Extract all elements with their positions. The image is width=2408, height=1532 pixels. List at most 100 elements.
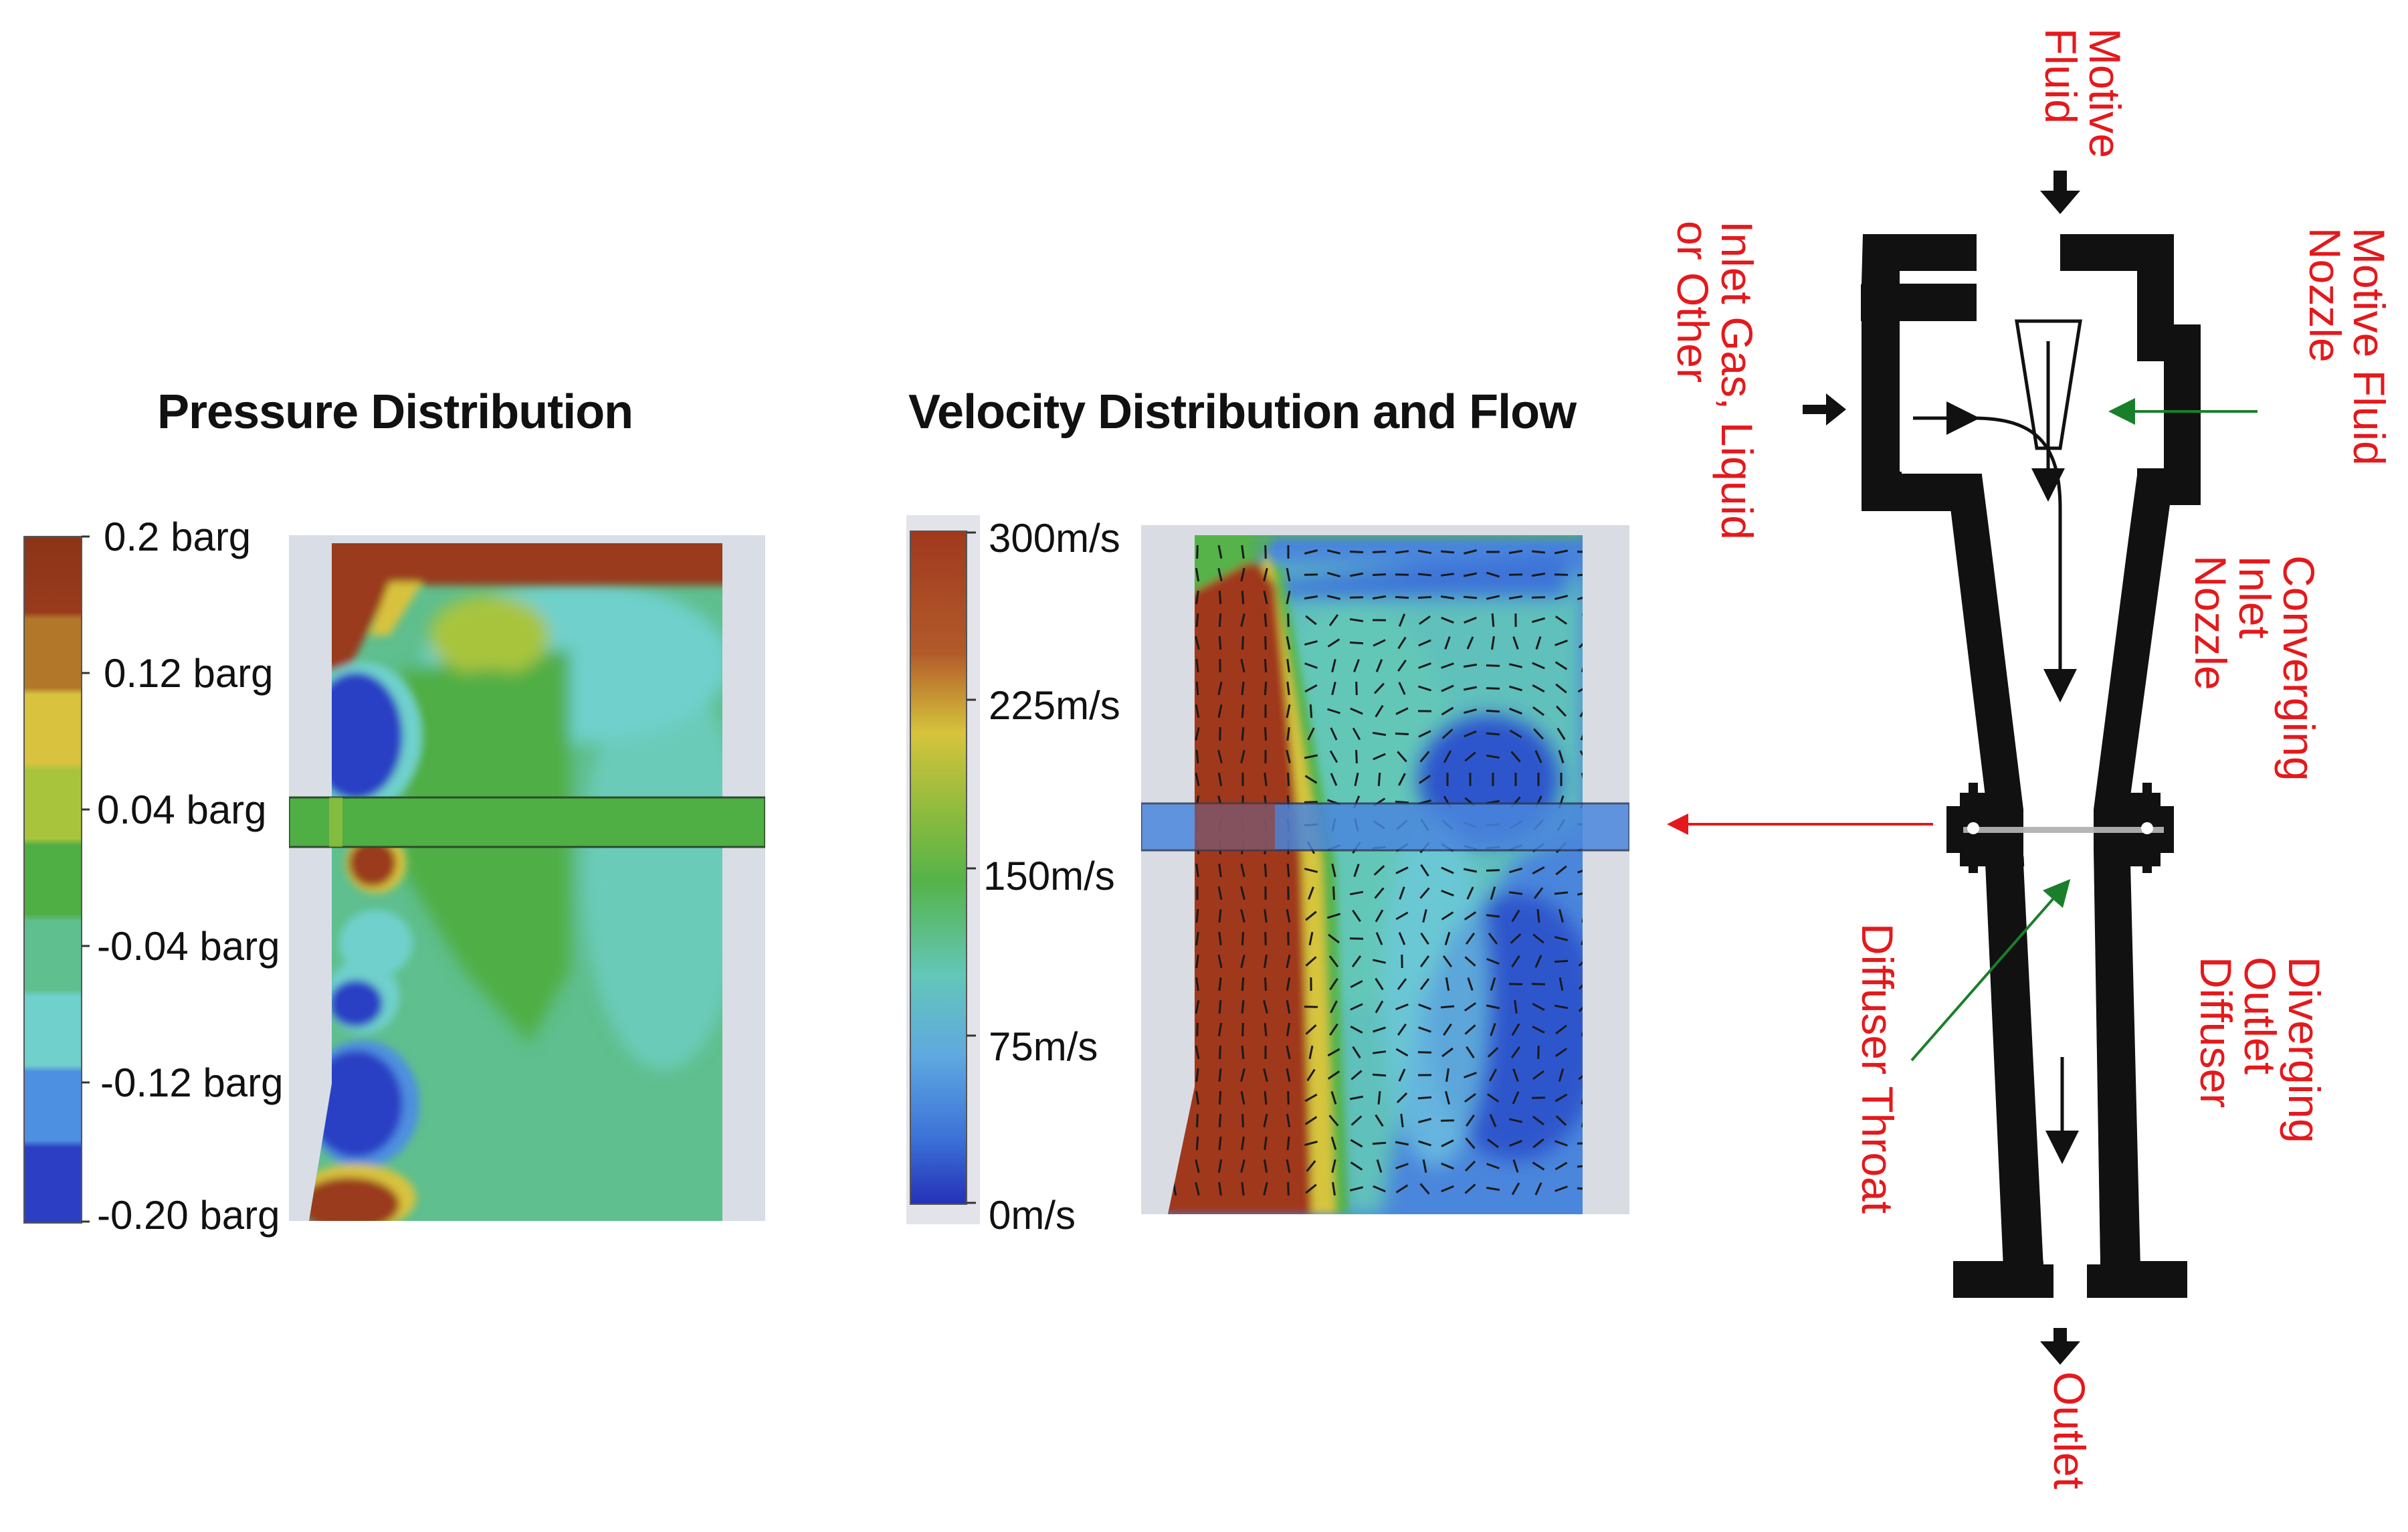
flow-vector bbox=[1532, 1026, 1545, 1034]
flow-vector bbox=[1217, 567, 1223, 582]
flow-vector bbox=[1308, 886, 1314, 900]
flow-vector bbox=[1372, 1050, 1387, 1054]
flow-vector bbox=[1332, 1181, 1336, 1196]
flow-vector bbox=[1241, 1136, 1245, 1151]
flow-vector bbox=[1441, 662, 1454, 669]
flow-vector bbox=[1286, 636, 1291, 650]
flow-vector bbox=[1195, 681, 1199, 696]
flow-vector bbox=[1305, 1183, 1317, 1194]
flow-vector bbox=[1373, 1026, 1386, 1033]
flow-vector bbox=[1445, 1068, 1449, 1082]
flow-vector bbox=[1509, 1139, 1522, 1147]
pressure-colorbar bbox=[23, 535, 90, 1224]
flow-vector bbox=[1463, 686, 1478, 691]
flow-vector bbox=[1241, 977, 1245, 991]
flow-vector bbox=[1218, 1068, 1222, 1082]
flow-vector bbox=[1486, 595, 1500, 600]
flow-vector bbox=[1240, 658, 1245, 673]
flow-vector bbox=[1558, 750, 1565, 763]
flow-vector bbox=[1577, 594, 1583, 601]
flow-vector bbox=[1508, 595, 1523, 600]
flow-vector bbox=[1463, 572, 1478, 577]
flow-vector bbox=[1218, 1181, 1222, 1196]
flow-vector bbox=[1464, 1183, 1476, 1194]
flow-vector bbox=[1264, 1090, 1268, 1105]
label-outlet: Outlet bbox=[2045, 1371, 2094, 1490]
flow-vector bbox=[1514, 999, 1518, 1014]
flow-vector bbox=[1398, 682, 1406, 695]
flow-vector bbox=[1241, 727, 1245, 741]
flow-vector bbox=[1419, 615, 1431, 626]
flow-vector bbox=[1264, 613, 1268, 628]
flow-vector bbox=[1304, 595, 1318, 600]
flow-vector bbox=[1240, 1159, 1245, 1173]
flow-vector bbox=[1377, 772, 1381, 787]
flow-vector bbox=[1195, 567, 1200, 582]
flow-vector bbox=[1286, 908, 1291, 923]
flow-vector bbox=[1350, 1139, 1363, 1148]
flow-vector bbox=[1309, 704, 1313, 719]
flow-vector bbox=[1463, 868, 1478, 873]
flow-vector bbox=[1196, 545, 1199, 559]
flow-vector bbox=[1354, 772, 1359, 787]
flow-vector bbox=[1440, 573, 1455, 577]
flow-vector bbox=[1241, 704, 1245, 719]
flow-vector bbox=[1464, 616, 1477, 624]
flow-vector bbox=[1218, 613, 1222, 628]
flow-vector bbox=[1578, 1070, 1583, 1080]
label-converging-nozzle: Converging Inlet Nozzle bbox=[2186, 555, 2324, 781]
flow-vector bbox=[1559, 908, 1564, 923]
flow-vector bbox=[1512, 636, 1519, 650]
flow-vector bbox=[1240, 613, 1245, 628]
flow-vector bbox=[1512, 1159, 1519, 1173]
flow-vector bbox=[1241, 1045, 1245, 1060]
flow-vector bbox=[1512, 1091, 1520, 1105]
flow-vector bbox=[1373, 1185, 1386, 1193]
flow-vector bbox=[1304, 640, 1318, 646]
flow-vector bbox=[1580, 727, 1583, 741]
flow-vector bbox=[1286, 1136, 1290, 1151]
flow-vector bbox=[1464, 956, 1476, 967]
flow-vector bbox=[1263, 1113, 1268, 1128]
flow-vector bbox=[1508, 867, 1523, 874]
flow-vector bbox=[1440, 1005, 1455, 1009]
flow-vector bbox=[1491, 636, 1495, 650]
flow-vector bbox=[1512, 1068, 1519, 1082]
flow-vector bbox=[1463, 549, 1478, 555]
flow-vector bbox=[1532, 706, 1544, 716]
flow-vector bbox=[1463, 595, 1478, 599]
flow-vector bbox=[1218, 1090, 1222, 1105]
flow-vector bbox=[1350, 1070, 1363, 1080]
flow-vector bbox=[1395, 1163, 1409, 1169]
flow-vector bbox=[1395, 1184, 1409, 1193]
flow-vector bbox=[1241, 545, 1245, 559]
flow-vector bbox=[1372, 551, 1387, 553]
flow-vector bbox=[1577, 867, 1583, 874]
flow-vector bbox=[1330, 1136, 1337, 1151]
flow-vector bbox=[1195, 704, 1200, 719]
flow-vector bbox=[1488, 1068, 1498, 1082]
flow-vector bbox=[1326, 549, 1341, 555]
flow-vector bbox=[1441, 1185, 1454, 1193]
flow-vector bbox=[1464, 1024, 1476, 1035]
flow-vector bbox=[1554, 1093, 1568, 1103]
flow-vector bbox=[1376, 1159, 1383, 1173]
flow-vector bbox=[1490, 886, 1496, 900]
flow-vector bbox=[1487, 1047, 1499, 1058]
flow-vector bbox=[1442, 955, 1453, 967]
flow-vector bbox=[1331, 1159, 1336, 1173]
flow-vector bbox=[1329, 750, 1338, 763]
flow-vector bbox=[1509, 729, 1522, 739]
flow-vector bbox=[1464, 1002, 1477, 1012]
flow-vector bbox=[1464, 911, 1477, 921]
flow-vector bbox=[1304, 684, 1318, 693]
pressure-scale-label-5: -0.12 barg bbox=[100, 1060, 284, 1105]
flow-vector bbox=[1400, 1113, 1404, 1128]
flow-vector bbox=[1441, 616, 1454, 624]
flow-vector bbox=[1217, 886, 1223, 900]
flow-vector bbox=[1305, 911, 1317, 921]
flow-vector bbox=[1395, 1141, 1409, 1146]
flow-vector bbox=[1264, 863, 1268, 878]
flow-vector bbox=[1397, 978, 1407, 990]
velocity-flow-plot bbox=[1141, 525, 1629, 1214]
